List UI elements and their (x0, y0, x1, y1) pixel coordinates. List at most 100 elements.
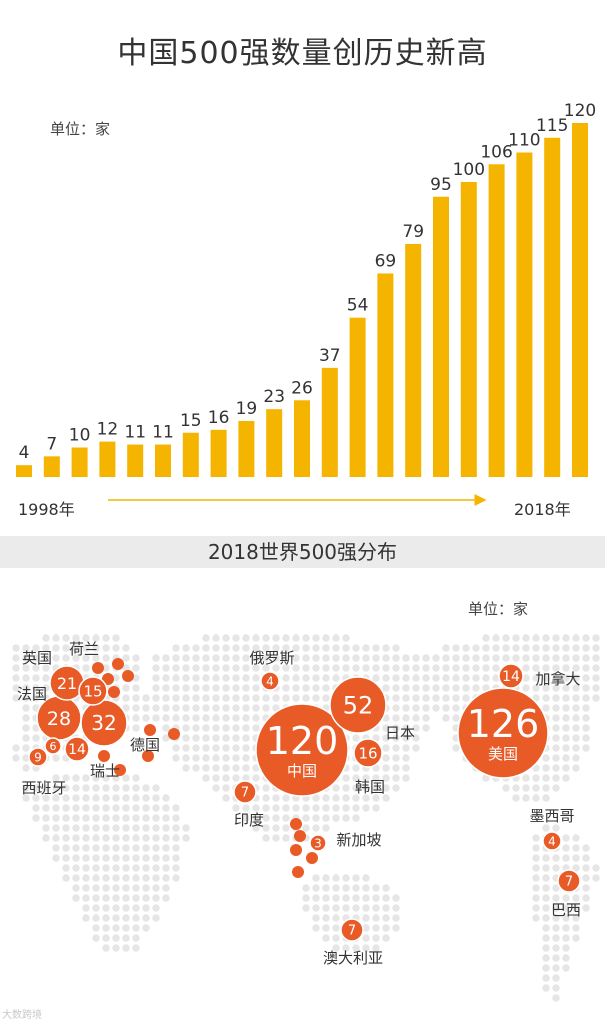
map-dot (342, 644, 350, 652)
map-dot (192, 674, 200, 682)
map-dot (542, 664, 550, 672)
map-dot (62, 644, 70, 652)
map-dot (102, 774, 110, 782)
map-dot (442, 674, 450, 682)
map-dot (482, 674, 490, 682)
map-dot (132, 704, 140, 712)
map-dot (402, 734, 410, 742)
map-dot (302, 894, 310, 902)
map-dot (52, 634, 60, 642)
map-dot (102, 914, 110, 922)
map-dot (542, 704, 550, 712)
map-dot (192, 684, 200, 692)
map-dot (22, 754, 30, 762)
map-dot (182, 834, 190, 842)
map-dot (52, 774, 60, 782)
map-dot (582, 864, 590, 872)
map-dot (222, 764, 230, 772)
map-dot (262, 814, 270, 822)
map-dot (582, 874, 590, 882)
map-dot (582, 714, 590, 722)
map-dot (192, 704, 200, 712)
map-dot (62, 634, 70, 642)
country-value-label: 3 (314, 836, 322, 850)
map-dot (382, 784, 390, 792)
map-dot (282, 674, 290, 682)
map-dot (12, 744, 20, 752)
map-dot (362, 884, 370, 892)
map-dot (392, 894, 400, 902)
map-dot (552, 784, 560, 792)
country-name-label: 法国 (17, 685, 47, 703)
minor-country-bubble (306, 852, 318, 864)
map-dot (382, 664, 390, 672)
map-dot (242, 774, 250, 782)
map-dot (112, 914, 120, 922)
map-dot (312, 924, 320, 932)
map-dot (542, 934, 550, 942)
map-dot (242, 724, 250, 732)
map-dot (172, 694, 180, 702)
map-dot (232, 744, 240, 752)
map-dot (182, 704, 190, 712)
map-dot (322, 794, 330, 802)
map-dot (542, 644, 550, 652)
map-dot (362, 804, 370, 812)
map-dot (232, 804, 240, 812)
map-dot (162, 794, 170, 802)
map-dot (132, 834, 140, 842)
country-name-label: 荷兰 (69, 640, 99, 658)
map-dot (552, 704, 560, 712)
country-name-label: 德国 (130, 736, 160, 754)
map-dot (552, 854, 560, 862)
map-dot (542, 864, 550, 872)
map-dot (212, 764, 220, 772)
map-dot (382, 644, 390, 652)
map-dot (112, 834, 120, 842)
map-dot (522, 794, 530, 802)
map-dot (142, 924, 150, 932)
map-dot (292, 684, 300, 692)
map-dot (22, 704, 30, 712)
map-dot (402, 764, 410, 772)
map-dot (552, 884, 560, 892)
map-dot (232, 664, 240, 672)
map-dot (32, 814, 40, 822)
minor-country-bubble (292, 866, 304, 878)
map-dot (332, 934, 340, 942)
map-dot (132, 884, 140, 892)
map-dot (462, 694, 470, 702)
bar-value-label: 69 (375, 251, 397, 271)
map-dot (152, 794, 160, 802)
map-dot (332, 804, 340, 812)
map-dot (552, 664, 560, 672)
map-dot (502, 784, 510, 792)
map-dot (382, 904, 390, 912)
country-bubble-巴西 (557, 869, 581, 893)
map-dot (302, 674, 310, 682)
map-dot (382, 884, 390, 892)
map-dot (152, 824, 160, 832)
map-dot (82, 884, 90, 892)
map-dot (262, 804, 270, 812)
bar-2013 (433, 196, 449, 477)
map-dot (402, 674, 410, 682)
map-dot (352, 764, 360, 772)
map-dot (582, 634, 590, 642)
map-dot (592, 874, 600, 882)
map-dot (362, 934, 370, 942)
map-dot (122, 664, 130, 672)
map-dot (42, 664, 50, 672)
map-dot (552, 644, 560, 652)
map-dot (182, 674, 190, 682)
map-dot (432, 654, 440, 662)
map-dot (572, 704, 580, 712)
map-dot (572, 644, 580, 652)
map-dot (52, 794, 60, 802)
country-bubble-加拿大 (498, 663, 524, 689)
map-dot (62, 774, 70, 782)
map-dot (92, 804, 100, 812)
map-dot (222, 654, 230, 662)
map-dot (532, 674, 540, 682)
map-dot (132, 864, 140, 872)
